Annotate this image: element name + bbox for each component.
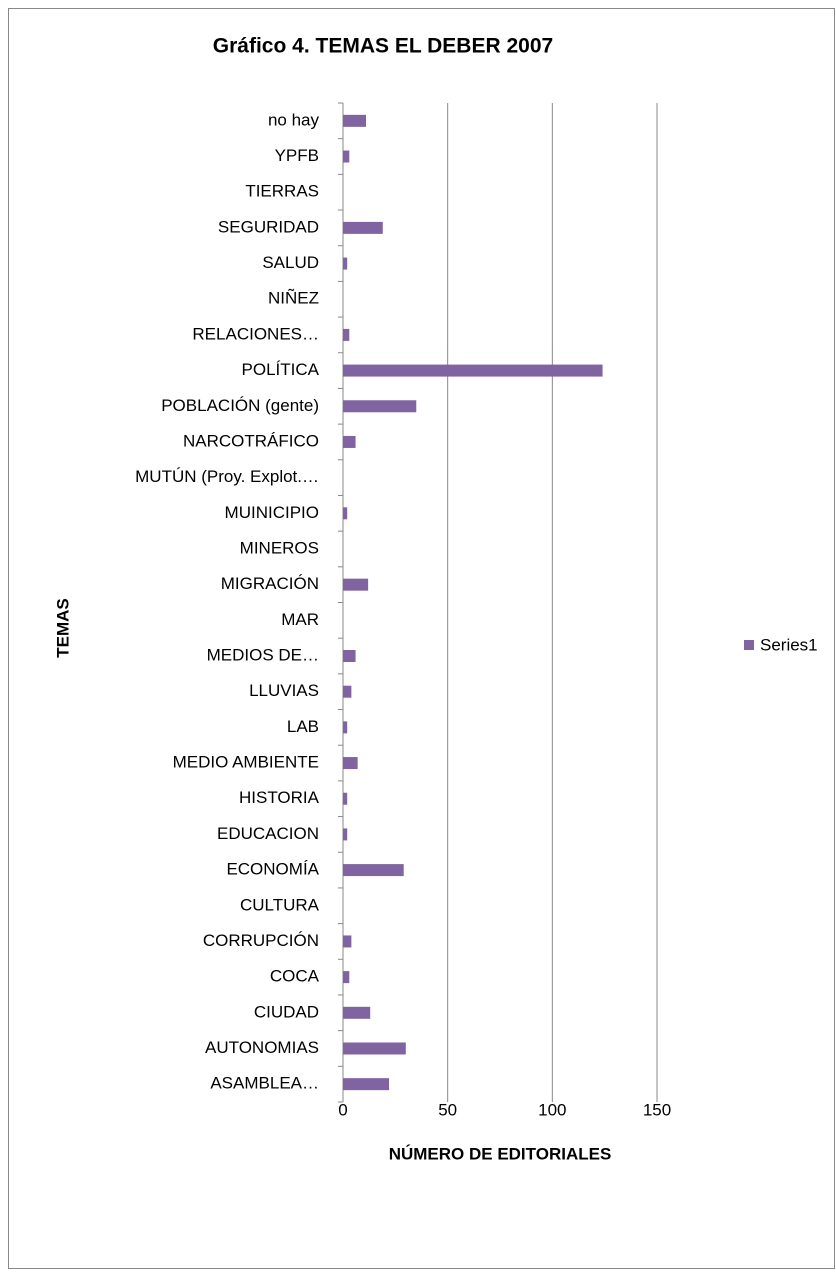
bar bbox=[343, 257, 348, 270]
bar bbox=[343, 114, 367, 127]
x-tick-label: 50 bbox=[438, 1100, 457, 1119]
y-tick-label: NARCOTRÁFICO bbox=[183, 431, 319, 450]
chart-title: Gráfico 4. TEMAS EL DEBER 2007 bbox=[213, 35, 553, 58]
y-tick-label: no hay bbox=[268, 110, 320, 129]
bar bbox=[343, 721, 348, 734]
y-tick-label: NIÑEZ bbox=[268, 289, 319, 308]
bar bbox=[343, 935, 352, 948]
y-tick-label: AUTONOMIAS bbox=[205, 1038, 319, 1057]
bar bbox=[343, 507, 348, 520]
bar bbox=[343, 578, 369, 591]
y-tick-label: COCA bbox=[270, 967, 320, 986]
y-tick-label: ASAMBLEA… bbox=[210, 1074, 319, 1093]
bar bbox=[343, 685, 352, 698]
bar bbox=[343, 828, 348, 841]
bar bbox=[343, 364, 603, 377]
y-tick-label: SEGURIDAD bbox=[218, 217, 319, 236]
legend-label: Series1 bbox=[760, 635, 818, 654]
y-tick-label: SALUD bbox=[262, 253, 319, 272]
x-tick-label: 0 bbox=[338, 1100, 347, 1119]
y-tick-label: CIUDAD bbox=[254, 1002, 319, 1021]
y-tick-label: MINEROS bbox=[240, 538, 319, 557]
y-tick-label: MEDIO AMBIENTE bbox=[173, 753, 319, 772]
y-tick-label: TIERRAS bbox=[245, 182, 319, 201]
bar bbox=[343, 400, 417, 413]
y-tick-label: EDUCACION bbox=[217, 824, 319, 843]
x-tick-label: 150 bbox=[643, 1100, 671, 1119]
y-tick-label: CORRUPCIÓN bbox=[203, 931, 319, 950]
y-tick-label: MUTÚN (Proy. Explot.… bbox=[135, 467, 319, 486]
y-tick-label: CULTURA bbox=[240, 895, 320, 914]
y-tick-label: HISTORIA bbox=[239, 788, 320, 807]
bar bbox=[343, 650, 356, 663]
x-tick-label: 100 bbox=[538, 1100, 566, 1119]
y-tick-label: LAB bbox=[287, 717, 319, 736]
bar bbox=[343, 864, 404, 877]
bar bbox=[343, 792, 348, 805]
y-tick-label: YPFB bbox=[275, 146, 319, 165]
bar bbox=[343, 1042, 406, 1055]
y-tick-label: POBLACIÓN (gente) bbox=[161, 396, 319, 415]
bar bbox=[343, 971, 350, 984]
y-tick-label: RELACIONES… bbox=[192, 324, 319, 343]
y-tick-label: MEDIOS DE… bbox=[207, 646, 319, 665]
y-tick-label: ECONOMÍA bbox=[226, 860, 319, 879]
y-axis-title: TEMAS bbox=[53, 598, 72, 658]
bar bbox=[343, 1006, 371, 1019]
bar bbox=[343, 328, 350, 341]
bar bbox=[343, 757, 358, 770]
legend-swatch bbox=[744, 640, 754, 650]
y-tick-label: LLUVIAS bbox=[249, 681, 319, 700]
y-tick-label: POLÍTICA bbox=[242, 360, 320, 379]
bar bbox=[343, 221, 383, 234]
bar bbox=[343, 435, 356, 448]
y-tick-label: MAR bbox=[281, 610, 319, 629]
bar bbox=[343, 1078, 390, 1091]
y-tick-label: MUINICIPIO bbox=[225, 503, 319, 522]
bar bbox=[343, 150, 350, 163]
y-tick-label: MIGRACIÓN bbox=[221, 574, 319, 593]
x-axis-title: NÚMERO DE EDITORIALES bbox=[389, 1144, 612, 1163]
chart-border bbox=[8, 8, 835, 1269]
